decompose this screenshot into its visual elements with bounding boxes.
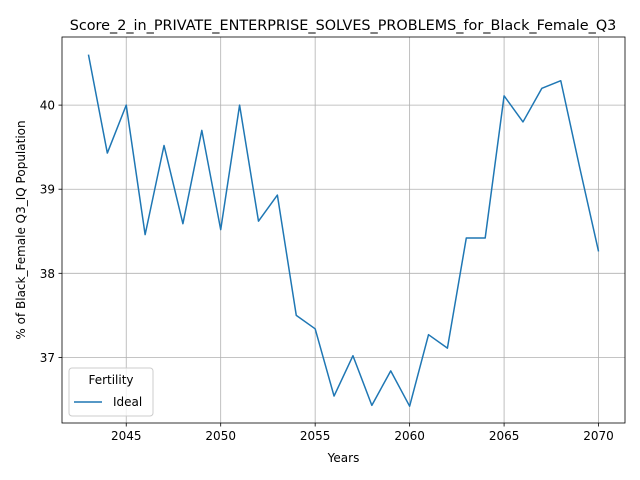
x-tick-label: 2050 — [205, 429, 236, 443]
legend-box — [68, 367, 154, 417]
y-tick-label: 37 — [40, 351, 55, 365]
legend-entry-ideal: Ideal — [113, 395, 142, 409]
series-layer — [87, 54, 600, 407]
chart-title: Score_2_in_PRIVATE_ENTERPRISE_SOLVES_PRO… — [70, 18, 617, 34]
x-tick-label: 2045 — [111, 429, 142, 443]
y-tick-label: 39 — [40, 183, 55, 197]
x-tick-label: 2060 — [394, 429, 425, 443]
y-tick-label: 38 — [40, 267, 55, 281]
legend: Fertility Ideal — [68, 367, 154, 417]
x-tick-label: 2065 — [489, 429, 520, 443]
x-tick-label: 2070 — [583, 429, 614, 443]
y-tick-label: 40 — [40, 99, 55, 113]
series-line-ideal — [87, 54, 600, 407]
plot-area-frame — [61, 36, 626, 424]
legend-title: Fertility — [88, 373, 133, 387]
x-tick-label: 2055 — [300, 429, 331, 443]
y-axis-label: % of Black_Female Q3_IQ Population — [14, 120, 28, 339]
x-axis-label: Years — [327, 451, 360, 465]
axis-ticks: 2045 2050 2055 2060 2065 2070 37 38 39 40 — [40, 99, 614, 443]
